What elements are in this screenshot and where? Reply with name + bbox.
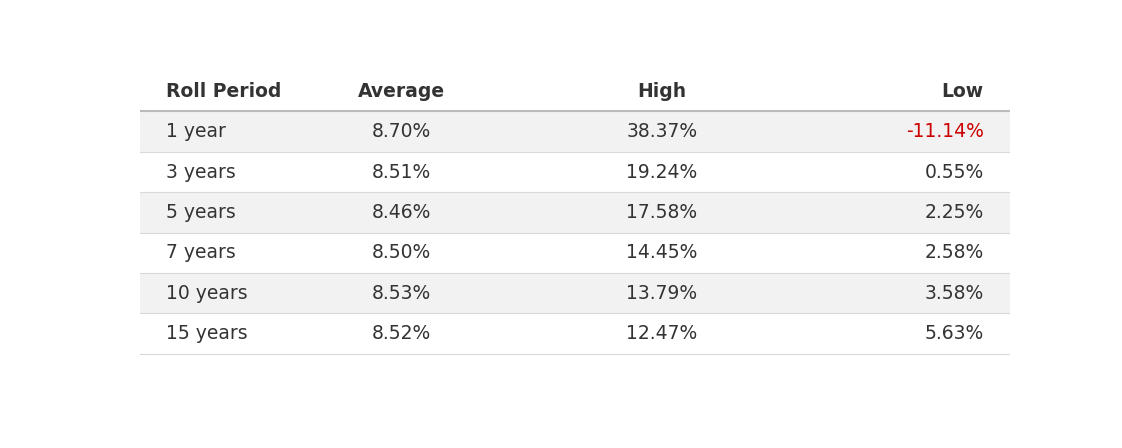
Text: 3 years: 3 years: [166, 163, 236, 181]
Text: 8.70%: 8.70%: [371, 122, 431, 141]
Text: 8.53%: 8.53%: [371, 284, 431, 303]
Text: Low: Low: [941, 82, 984, 101]
Text: 15 years: 15 years: [166, 324, 248, 343]
Text: 5.63%: 5.63%: [925, 324, 984, 343]
Text: 8.46%: 8.46%: [371, 203, 431, 222]
Text: 10 years: 10 years: [166, 284, 248, 303]
Text: 7 years: 7 years: [166, 243, 236, 263]
Text: -11.14%: -11.14%: [905, 122, 984, 141]
Text: Roll Period: Roll Period: [166, 82, 282, 101]
Text: High: High: [637, 82, 687, 101]
Text: 8.51%: 8.51%: [371, 163, 431, 181]
Text: 2.25%: 2.25%: [925, 203, 984, 222]
Text: 38.37%: 38.37%: [626, 122, 698, 141]
Text: 13.79%: 13.79%: [626, 284, 698, 303]
FancyBboxPatch shape: [140, 152, 1010, 192]
Text: 14.45%: 14.45%: [626, 243, 698, 263]
Text: 0.55%: 0.55%: [925, 163, 984, 181]
Text: 8.52%: 8.52%: [371, 324, 431, 343]
Text: 19.24%: 19.24%: [626, 163, 698, 181]
FancyBboxPatch shape: [140, 314, 1010, 354]
Text: 3.58%: 3.58%: [925, 284, 984, 303]
Text: 17.58%: 17.58%: [626, 203, 698, 222]
FancyBboxPatch shape: [140, 112, 1010, 152]
Text: 8.50%: 8.50%: [371, 243, 431, 263]
FancyBboxPatch shape: [140, 192, 1010, 233]
Text: 2.58%: 2.58%: [925, 243, 984, 263]
FancyBboxPatch shape: [140, 233, 1010, 273]
Text: 1 year: 1 year: [166, 122, 227, 141]
Text: 5 years: 5 years: [166, 203, 236, 222]
Text: 12.47%: 12.47%: [626, 324, 698, 343]
Text: Average: Average: [358, 82, 444, 101]
FancyBboxPatch shape: [140, 273, 1010, 314]
